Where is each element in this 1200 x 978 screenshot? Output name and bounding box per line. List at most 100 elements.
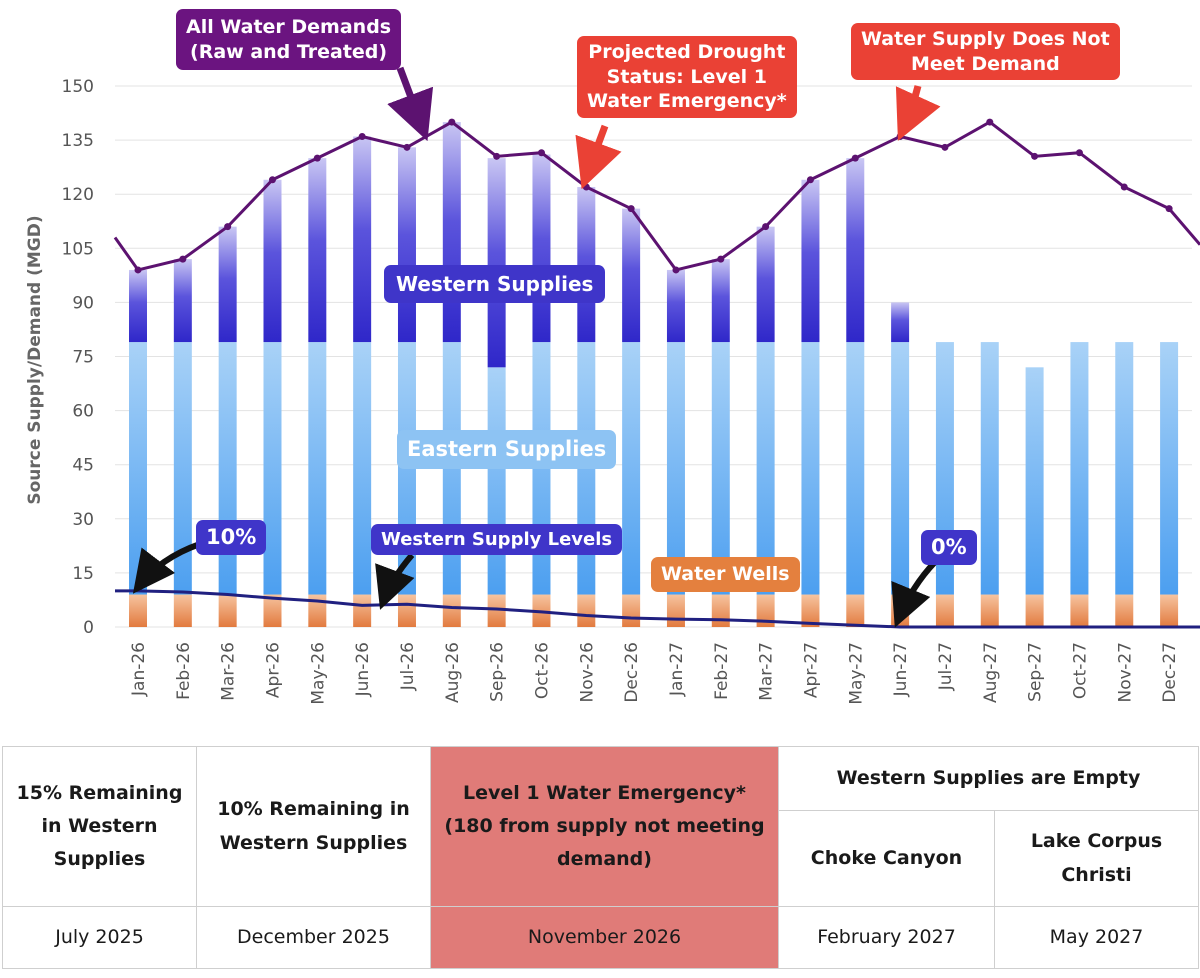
water-supply-chart: 0 15 30 45 60 75 90 105 120 135 150 Source Supply/… [25,66,1200,705]
demand-point [493,152,501,160]
x-tick-label: Jun-26 [353,642,373,697]
demand-point [268,176,276,184]
demand-point [1075,149,1083,157]
header-choke-canyon: Choke Canyon [778,810,995,907]
bar-water-wells [622,594,641,627]
x-tick-label: Oct-27 [1070,642,1090,699]
x-tick-label: Aug-26 [443,642,463,703]
bar-eastern-supplies [756,342,775,595]
value-level1-date: November 2026 [430,906,779,969]
bar-western-supplies [353,136,372,343]
y-tick-label: 0 [83,618,94,638]
bar-water-wells [711,594,730,627]
bar-eastern-supplies [1115,342,1134,595]
y-tick-label: 135 [62,131,94,151]
chart-area: 0 15 30 45 60 75 90 105 120 135 150 Source Supply/… [25,9,1200,705]
bar-western-supplies [622,208,641,343]
demand-point [627,205,635,213]
bar-eastern-supplies [622,342,641,595]
y-tick-label: 30 [72,510,94,530]
label-0-percent: 0% [921,530,977,566]
demand-point [537,149,545,157]
line-all-water-demands-raw-and-treated [113,120,1200,272]
demand-point [1120,183,1128,191]
bar-eastern-supplies [487,367,506,595]
header-level1-emergency: Level 1 Water Emergency* (180 from suppl… [430,746,779,907]
x-tick-label: Feb-27 [712,642,732,700]
bar-water-wells [756,594,775,627]
demand-point [224,223,232,231]
header-lake-corpus-christi: Lake Corpus Christi [994,810,1199,907]
bar-water-wells [353,594,372,627]
bar-water-wells [1070,594,1089,627]
bar-water-wells [801,594,820,627]
demand-point [448,118,456,126]
line-series [113,118,1200,629]
bar-eastern-supplies [801,342,820,595]
value-lake-corpus-christi-date: May 2027 [994,906,1199,969]
bar-water-wells [935,594,954,627]
bar-water-wells [666,594,685,627]
bar-western-supplies [308,158,327,343]
x-tick-label: Apr-27 [801,642,821,698]
value-10-percent-date: December 2025 [196,906,431,969]
demand-point [403,143,411,151]
bar-western-supplies [487,158,506,368]
arrow-all-demands [387,66,434,142]
bar-eastern-supplies [1025,367,1044,595]
demand-point [717,255,725,263]
y-tick-label: 150 [62,77,94,97]
bar-eastern-supplies [353,342,372,595]
header-15-percent: 15% Remaining in Western Supplies [2,746,197,907]
y-tick-label: 105 [62,239,94,259]
demand-point [358,132,366,140]
bar-water-wells [173,594,192,627]
demand-point [134,266,142,274]
bar-eastern-supplies [173,342,192,595]
y-axis: 0 15 30 45 60 75 90 105 120 135 150 [62,77,94,638]
x-tick-label: Mar-26 [219,642,239,701]
x-tick-label: Nov-27 [1115,642,1135,703]
demand-point [582,183,590,191]
header-10-percent: 10% Remaining in Western Supplies [196,746,431,907]
x-tick-label: Aug-27 [981,642,1001,703]
y-tick-label: 45 [72,456,94,476]
label-10-percent: 10% [196,520,267,556]
bar-water-wells [129,594,147,627]
x-tick-label: Feb-26 [174,642,194,700]
x-tick-label: Sep-26 [488,642,508,702]
x-tick-label: May-26 [308,642,328,705]
callout-all-demands: All Water Demands (Raw and Treated) [176,9,402,71]
bar-western-supplies [577,186,596,343]
bar-western-supplies [756,226,775,343]
bar-water-wells [1115,594,1134,627]
x-tick-label: Dec-27 [1160,642,1180,703]
bar-western-supplies [666,269,685,343]
demand-point [672,266,680,274]
bar-series [129,122,1179,627]
bar-water-wells [577,594,596,627]
value-choke-canyon-date: February 2027 [778,906,995,969]
y-tick-label: 60 [72,402,94,422]
value-15-percent-date: July 2025 [2,906,197,969]
demand-point [941,143,949,151]
x-tick-label: May-27 [846,642,866,705]
line-western-supply-levels [115,589,1200,629]
bar-western-supplies [891,302,910,343]
bar-water-wells [397,594,416,627]
bar-water-wells [1160,594,1179,627]
bar-eastern-supplies [1070,342,1089,595]
bar-western-supplies [263,179,282,343]
bar-water-wells [218,594,237,627]
bar-eastern-supplies [308,342,327,595]
x-tick-label: Jun-27 [891,642,911,697]
y-tick-label: 90 [72,293,94,313]
y-tick-label: 120 [62,185,94,205]
bar-eastern-supplies [1160,342,1179,595]
callout-not-meet: Water Supply Does Not Meet Demand [851,23,1120,81]
y-tick-label: 15 [72,564,94,584]
arrow-10pct [132,541,201,594]
demand-point [806,176,814,184]
bar-western-supplies [846,158,865,343]
x-tick-label: Dec-26 [622,642,642,703]
